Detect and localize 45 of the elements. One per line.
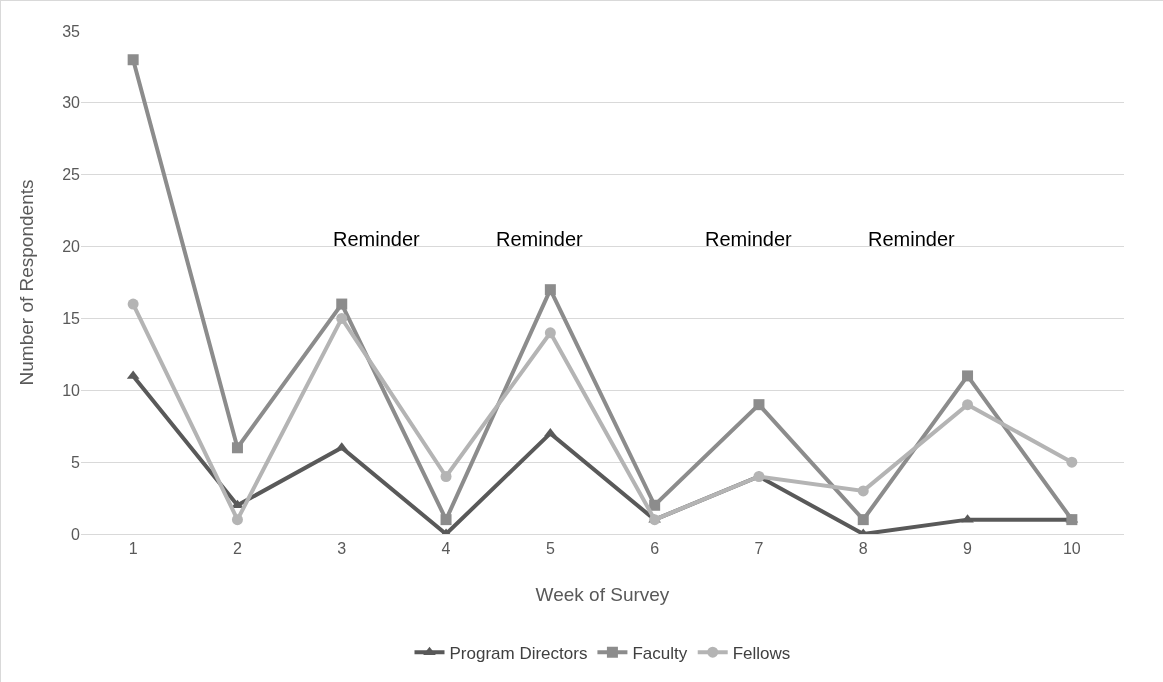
y-tick-label: 20: [62, 238, 81, 256]
y-tick-label: 5: [71, 453, 81, 471]
x-axis-title: Week of Survey: [535, 584, 670, 605]
x-tick-label: 9: [963, 540, 973, 558]
x-tick-label: 8: [858, 540, 868, 558]
point: [336, 312, 348, 324]
y-tick-label: 25: [62, 166, 81, 184]
y-tick-label: 0: [71, 525, 81, 543]
x-tick-label: 1: [128, 540, 138, 558]
x-tick-label: 10: [1062, 540, 1081, 558]
point: [440, 471, 452, 483]
annotation: Reminder: [705, 228, 793, 250]
y-tick-label: 15: [62, 310, 81, 328]
y-tick-label: 35: [62, 22, 81, 40]
y-tick-label: 30: [62, 94, 81, 112]
point: [753, 399, 765, 411]
x-tick-label: 6: [650, 540, 660, 558]
point: [857, 514, 869, 526]
y-axis-title: Number of Respondents: [16, 179, 37, 386]
point: [649, 499, 661, 511]
annotation: Reminder: [333, 228, 421, 250]
point: [857, 485, 869, 497]
point: [1066, 456, 1078, 468]
point: [231, 442, 243, 454]
point: [544, 284, 556, 296]
legend-label: Fellows: [732, 643, 791, 663]
x-tick-label: 7: [754, 540, 764, 558]
point: [440, 514, 452, 526]
x-tick-label: 2: [233, 540, 242, 558]
point: [231, 514, 243, 526]
point: [544, 427, 557, 437]
legend-label: Program Directors: [449, 643, 588, 663]
annotation: Reminder: [496, 228, 584, 250]
point: [127, 298, 139, 310]
x-tick-label: 3: [337, 540, 347, 558]
legend-label: Faculty: [632, 643, 688, 663]
point: [962, 370, 974, 382]
x-tick-label: 4: [441, 540, 451, 558]
annotation: Reminder: [868, 228, 956, 250]
x-tick-label: 5: [545, 540, 555, 558]
y-tick-label: 10: [62, 381, 81, 399]
point: [962, 399, 974, 411]
point: [336, 298, 348, 310]
point: [544, 327, 556, 339]
point: [127, 54, 139, 66]
